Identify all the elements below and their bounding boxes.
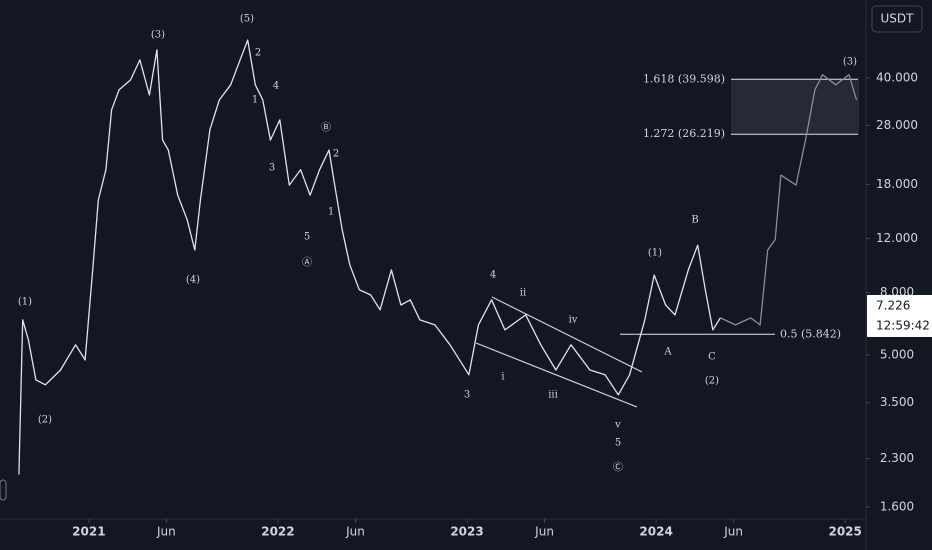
y-tick-label: 1.600 [880,499,914,513]
wave-label: 5 [304,232,310,243]
wave-label: (1) [648,248,662,259]
wave-label: Ⓐ [302,257,312,269]
y-tick-label: 28.000 [876,118,918,132]
x-tick-label: Jun [156,525,176,539]
currency-box[interactable] [871,5,923,33]
wedge-upper [491,296,643,373]
fib-label: 1.272 (26.219) [643,127,725,140]
wave-label: (3) [151,30,165,41]
wave-label: iii [548,390,558,401]
wave-label: 4 [273,81,279,92]
x-tick-label: 2023 [450,525,483,539]
price-tag [867,294,932,337]
x-tick-label: Jun [345,525,365,539]
wave-label: 5 [615,438,621,449]
fib-label: 1.618 (39.598) [643,72,725,85]
y-tick-label: 40.000 [876,70,918,84]
x-tick-label: 2024 [639,525,672,539]
wave-label: (1) [18,297,32,308]
y-tick-label: 12.000 [876,231,918,245]
wave-label: C [708,352,716,363]
x-tick-label: Jun [534,525,554,539]
price-line [720,74,858,326]
wave-label: B [691,215,698,226]
y-tick-label: 18.000 [876,177,918,191]
x-tick-label: 2022 [261,525,294,539]
wave-label: 2 [255,48,261,59]
wave-label: 2 [333,149,339,160]
y-tick-label: 3.500 [880,395,914,409]
wave-label: (4) [186,275,200,286]
wave-label: (5) [240,14,254,25]
wedge-lower [475,342,638,408]
price-line [18,39,721,475]
x-tick-label: 2025 [828,525,861,539]
wave-label: 3 [464,390,470,401]
wave-label: 1 [252,95,258,106]
y-tick-label: 2.300 [880,451,914,465]
x-tick-label: Jun [723,525,743,539]
wave-label: (3) [843,57,857,68]
wave-label: iv [569,315,578,326]
wave-label: (2) [38,415,52,426]
countdown: 12:59:42 [876,318,930,332]
wave-label: Ⓑ [321,122,331,134]
wave-label: (2) [705,376,719,387]
wave-label: 1 [328,207,334,218]
last-price: 7.226 [876,298,910,312]
wave-label: Ⓒ [613,462,623,474]
fib-label: 0.5 (5.842) [780,327,841,340]
y-tick-label: 5.000 [880,348,914,362]
wave-label: v [614,420,621,431]
target-zone [731,79,859,135]
wave-label: 4 [490,270,496,281]
scroll-handle[interactable] [0,479,7,501]
x-tick-label: 2021 [72,525,105,539]
wave-label: 3 [269,163,275,174]
wave-label: i [501,372,504,383]
wave-label: A [663,347,672,358]
wave-label: ii [520,288,526,299]
currency: USDT [881,12,915,26]
